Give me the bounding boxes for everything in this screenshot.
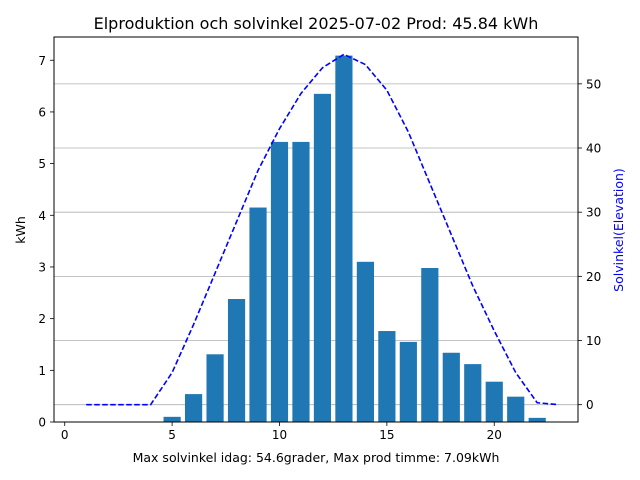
- bar-hour-22: [528, 417, 546, 422]
- bar-hour-5: [163, 416, 181, 422]
- y-tick-label: 1: [38, 364, 46, 378]
- y-tick-label: 5: [38, 157, 46, 171]
- bar-hour-9: [249, 207, 267, 422]
- bar-hour-7: [206, 354, 224, 422]
- chart-title: Elproduktion och solvinkel 2025-07-02 Pr…: [94, 14, 539, 33]
- bar-hour-12: [313, 93, 332, 422]
- bar-hour-20: [485, 381, 503, 422]
- y-tick-label: 7: [38, 54, 46, 68]
- bar-hour-15: [378, 331, 396, 422]
- elevation-line-series: [86, 53, 559, 406]
- bar-hour-10: [270, 141, 289, 422]
- y-right-axis-label: Solvinkel(Elevation): [611, 168, 626, 292]
- bar-hour-11: [292, 141, 310, 422]
- x-tick-label: 0: [61, 428, 69, 442]
- bar-hour-13: [335, 55, 353, 422]
- y-tick-label: 6: [38, 105, 46, 119]
- bar-hour-17: [421, 268, 439, 422]
- y-right-tick-label: 30: [586, 206, 601, 220]
- bar-hour-18: [442, 352, 460, 422]
- x-axis-label: Max solvinkel idag: 54.6grader, Max prod…: [133, 450, 500, 465]
- x-tick-label: 15: [379, 428, 394, 442]
- y-right-tick-label: 20: [586, 270, 601, 284]
- plot-frame: [53, 36, 579, 423]
- y-tick-label: 3: [38, 260, 46, 274]
- x-tick-label: 5: [168, 428, 176, 442]
- bar-hour-19: [464, 364, 482, 422]
- axes: 0 5 10 15 20 0 1 2 3 4 5 6 7 0 10 20 30 40 50: [38, 54, 601, 442]
- y-right-tick-label: 0: [586, 398, 594, 412]
- y-axis-label: kWh: [13, 216, 28, 244]
- bar-hour-21: [507, 396, 525, 422]
- y-tick-label: 0: [38, 416, 46, 430]
- bar-series: [163, 55, 546, 422]
- y-right-tick-label: 10: [586, 334, 601, 348]
- bar-hour-16: [399, 341, 417, 422]
- bar-hour-14: [356, 261, 374, 422]
- y-tick-label: 4: [38, 209, 46, 223]
- x-tick-label: 20: [487, 428, 502, 442]
- y-tick-label: 2: [38, 312, 46, 326]
- y-right-tick-label: 50: [586, 77, 601, 91]
- y-right-tick-label: 40: [586, 142, 601, 156]
- bar-hour-6: [185, 394, 203, 422]
- bar-hour-8: [227, 299, 246, 422]
- x-tick-label: 10: [272, 428, 287, 442]
- elevation-line: [86, 53, 559, 406]
